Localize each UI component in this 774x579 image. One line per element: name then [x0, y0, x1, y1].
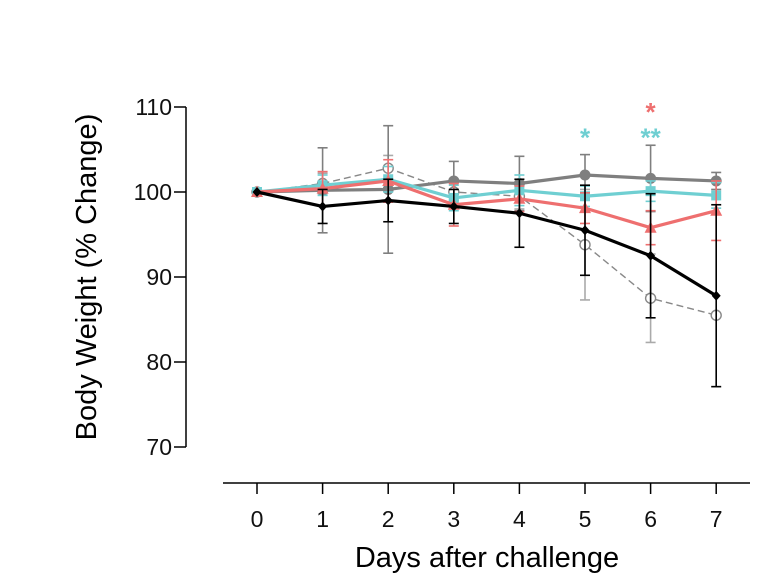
x-tick-label: 1: [316, 506, 329, 532]
significance-star: **: [640, 122, 661, 152]
x-axis-title: Days after challenge: [355, 542, 619, 574]
x-tick-label: 7: [710, 506, 723, 532]
series-line: [256, 173, 717, 194]
data-point: [514, 208, 524, 219]
y-axis-title: Body Weight (% Change): [71, 114, 103, 441]
x-tick-label: 0: [251, 506, 264, 532]
x-tick-label: 3: [447, 506, 460, 532]
data-point: [711, 290, 721, 301]
data-point: [580, 225, 590, 236]
data-point: [449, 201, 459, 212]
x-tick-label: 4: [513, 506, 526, 532]
series-triangle: [251, 158, 723, 246]
y-tick-label: 90: [146, 264, 172, 290]
x-axis: 0 1 2 3 4 5 6 7: [223, 482, 750, 532]
data-point: [646, 250, 656, 261]
data-point: [645, 186, 656, 197]
x-tick-label: 2: [382, 506, 395, 532]
significance-star: *: [646, 97, 657, 127]
y-axis: 70 80 90 100 110: [134, 94, 187, 460]
y-tick-label: 80: [146, 349, 172, 375]
data-point: [316, 182, 329, 194]
series-line: [256, 179, 717, 230]
data-point: [383, 195, 393, 206]
series-line: [256, 190, 718, 298]
series-layer: [251, 124, 723, 388]
x-tick-label: 5: [579, 506, 592, 532]
data-point: [318, 201, 328, 212]
y-tick-label: 100: [134, 179, 172, 205]
y-tick-label: 110: [135, 94, 172, 120]
data-point: [579, 169, 591, 181]
y-tick-label: 70: [146, 434, 172, 460]
annotation-layer: * ***: [580, 97, 662, 153]
series-diamond: [252, 178, 722, 388]
data-point: [252, 187, 262, 197]
x-tick-label: 6: [644, 506, 657, 532]
series-line: [256, 177, 717, 200]
significance-star: *: [580, 122, 591, 152]
